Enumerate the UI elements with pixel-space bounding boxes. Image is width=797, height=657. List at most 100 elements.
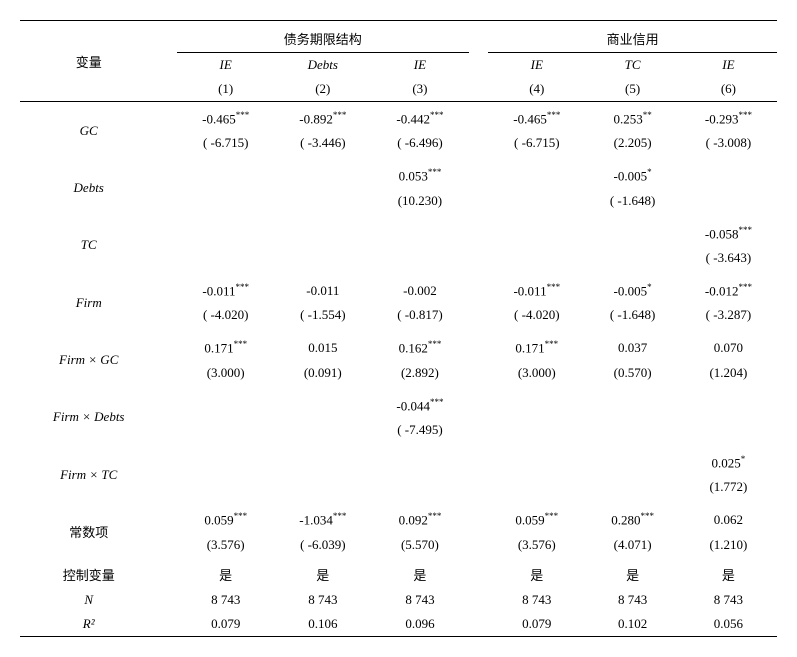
cell-tstat: ( -3.287) xyxy=(680,303,777,331)
cell-value: 0.096 xyxy=(371,612,468,637)
cell-value: 0.106 xyxy=(274,612,371,637)
cell-tstat: (5.570) xyxy=(371,533,468,561)
cell-tstat xyxy=(680,418,777,446)
cell-value: -0.465*** xyxy=(177,102,274,132)
var-header: 变量 xyxy=(20,21,157,102)
col5-var: TC xyxy=(585,53,680,78)
cell-tstat xyxy=(371,475,468,503)
cell-value xyxy=(488,217,585,246)
cell-tstat: (1.210) xyxy=(680,533,777,561)
row-label: N xyxy=(20,588,157,612)
cell-value: -0.011*** xyxy=(177,274,274,303)
cell-tstat: ( -7.495) xyxy=(371,418,468,446)
row-label: Firm × GC xyxy=(20,331,157,388)
cell-tstat xyxy=(488,418,585,446)
cell-tstat: ( -0.817) xyxy=(371,303,468,331)
col3-var: IE xyxy=(371,53,468,78)
cell-value: 8 743 xyxy=(371,588,468,612)
cell-tstat xyxy=(177,475,274,503)
cell-value: -0.044*** xyxy=(371,389,468,418)
row-label: TC xyxy=(20,217,157,274)
row-label: Firm xyxy=(20,274,157,331)
cell-tstat: (1.772) xyxy=(680,475,777,503)
cell-tstat xyxy=(177,189,274,217)
cell-value: 0.053*** xyxy=(371,159,468,188)
cell-value: -0.011*** xyxy=(488,274,585,303)
row-label: R² xyxy=(20,612,157,637)
cell-tstat xyxy=(177,246,274,274)
cell-value xyxy=(274,159,371,188)
cell-value: 0.162*** xyxy=(371,331,468,360)
cell-value xyxy=(488,389,585,418)
cell-value: -1.034*** xyxy=(274,503,371,532)
group2-header: 商业信用 xyxy=(488,21,777,53)
cell-value: 0.171*** xyxy=(488,331,585,360)
cell-tstat: ( -1.554) xyxy=(274,303,371,331)
cell-tstat: ( -3.446) xyxy=(274,131,371,159)
cell-value: -0.892*** xyxy=(274,102,371,132)
cell-value: 0.102 xyxy=(585,612,680,637)
cell-tstat: ( -6.715) xyxy=(488,131,585,159)
col6-var: IE xyxy=(680,53,777,78)
cell-tstat xyxy=(488,246,585,274)
cell-value: 是 xyxy=(371,561,468,588)
cell-tstat: (2.892) xyxy=(371,361,468,389)
cell-value: -0.465*** xyxy=(488,102,585,132)
cell-value: 是 xyxy=(585,561,680,588)
row-label: Debts xyxy=(20,159,157,216)
cell-tstat xyxy=(371,246,468,274)
cell-tstat: ( -1.648) xyxy=(585,189,680,217)
cell-tstat: (2.205) xyxy=(585,131,680,159)
cell-tstat: ( -6.715) xyxy=(177,131,274,159)
col4-var: IE xyxy=(488,53,585,78)
cell-tstat xyxy=(274,189,371,217)
row-label: Firm × TC xyxy=(20,446,157,503)
cell-value: 0.037 xyxy=(585,331,680,360)
cell-value: 是 xyxy=(488,561,585,588)
cell-value: -0.002 xyxy=(371,274,468,303)
cell-tstat: ( -1.648) xyxy=(585,303,680,331)
cell-value xyxy=(371,446,468,475)
col6-num: (6) xyxy=(680,77,777,102)
cell-tstat: (3.576) xyxy=(488,533,585,561)
cell-value: 0.056 xyxy=(680,612,777,637)
cell-value: 是 xyxy=(680,561,777,588)
cell-tstat: (3.576) xyxy=(177,533,274,561)
row-label: GC xyxy=(20,102,157,160)
col1-num: (1) xyxy=(177,77,274,102)
cell-tstat: ( -3.008) xyxy=(680,131,777,159)
row-label: 常数项 xyxy=(20,503,157,560)
cell-value xyxy=(274,446,371,475)
cell-value: 0.059*** xyxy=(177,503,274,532)
cell-value xyxy=(585,446,680,475)
cell-tstat: (10.230) xyxy=(371,189,468,217)
group1-header: 债务期限结构 xyxy=(177,21,468,53)
cell-tstat: ( -3.643) xyxy=(680,246,777,274)
cell-value xyxy=(585,389,680,418)
cell-tstat xyxy=(488,475,585,503)
cell-tstat: (0.570) xyxy=(585,361,680,389)
cell-value xyxy=(488,159,585,188)
col3-num: (3) xyxy=(371,77,468,102)
cell-tstat: (1.204) xyxy=(680,361,777,389)
cell-value xyxy=(177,389,274,418)
cell-value xyxy=(177,217,274,246)
cell-value: -0.293*** xyxy=(680,102,777,132)
cell-value xyxy=(680,159,777,188)
cell-value: -0.058*** xyxy=(680,217,777,246)
cell-tstat: (3.000) xyxy=(177,361,274,389)
cell-value: 是 xyxy=(177,561,274,588)
col2-var: Debts xyxy=(274,53,371,78)
cell-value: 0.092*** xyxy=(371,503,468,532)
cell-value xyxy=(177,446,274,475)
cell-tstat: (4.071) xyxy=(585,533,680,561)
row-label: 控制变量 xyxy=(20,561,157,588)
col1-var: IE xyxy=(177,53,274,78)
cell-tstat xyxy=(274,418,371,446)
cell-value: 0.253** xyxy=(585,102,680,132)
cell-tstat: (0.091) xyxy=(274,361,371,389)
cell-value: 0.079 xyxy=(177,612,274,637)
cell-tstat xyxy=(585,246,680,274)
cell-value: -0.012*** xyxy=(680,274,777,303)
cell-value: 8 743 xyxy=(177,588,274,612)
